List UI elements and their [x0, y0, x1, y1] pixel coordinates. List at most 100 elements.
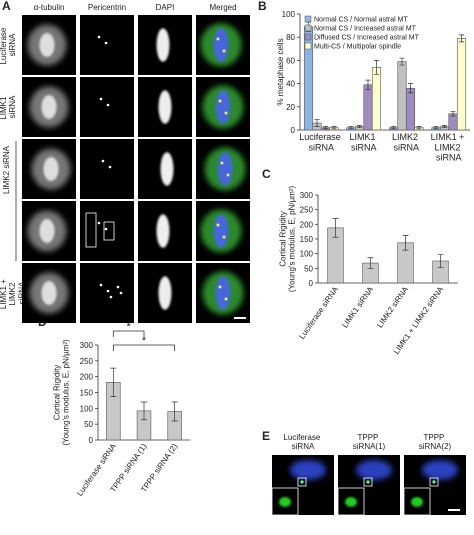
- centrosome: [224, 297, 228, 301]
- dna-blue: [215, 276, 231, 310]
- error-bar: [110, 367, 117, 397]
- panel-label: E: [262, 429, 270, 443]
- micrograph: [138, 77, 192, 137]
- error-bar: [437, 254, 444, 268]
- y-tick-label: 300: [80, 341, 94, 350]
- nucleus: [356, 460, 392, 480]
- error-bar: [399, 57, 405, 66]
- centrosome: [119, 291, 123, 295]
- dna-blue: [217, 152, 233, 186]
- inset-signal: [411, 497, 423, 507]
- bar: [363, 84, 373, 131]
- image-background: [80, 15, 134, 75]
- centrosome: [218, 99, 222, 103]
- spindle: [41, 281, 57, 305]
- y-tick-label: 100: [300, 250, 314, 259]
- error-bar: [367, 257, 374, 269]
- centrosome: [99, 283, 103, 287]
- error-bar: [171, 401, 178, 422]
- micrograph: [22, 263, 76, 323]
- inset-box: [297, 477, 307, 487]
- significance-label: *: [142, 335, 147, 347]
- centrosome: [97, 221, 101, 225]
- error-bar: [441, 125, 448, 129]
- legend-label: Multi-CS / Multipolar spindle: [314, 44, 401, 51]
- micrograph: [22, 15, 76, 75]
- error-bar: [433, 126, 439, 130]
- inset-signal: [345, 497, 357, 507]
- y-axis-label: (Young's modulus, E, pN/µm²): [288, 186, 297, 293]
- spindle: [43, 157, 59, 181]
- micrograph: [403, 455, 466, 516]
- y-tick-label: 100: [282, 10, 296, 19]
- y-tick-label: 200: [300, 220, 314, 229]
- error-bar: [458, 34, 465, 43]
- micrograph: [138, 263, 192, 323]
- image-background: [80, 201, 134, 261]
- error-bar: [402, 235, 409, 251]
- centrosome: [218, 285, 222, 289]
- micrograph: [138, 139, 192, 199]
- y-axis-label: Cortical Rigidity: [53, 365, 62, 421]
- legend-swatch: [304, 33, 312, 41]
- legend-swatch: [304, 42, 312, 50]
- micrograph: [337, 455, 400, 516]
- centrosome: [222, 235, 226, 239]
- chromosomes: [156, 214, 170, 248]
- spindle: [39, 33, 55, 57]
- x-tick-label: LIMK1 + LIMK2 siRNA: [431, 132, 467, 163]
- y-axis-label: (Young's modulus, E, pN/µm²): [62, 339, 71, 446]
- panel-label: C: [262, 167, 271, 181]
- legend-swatch: [304, 24, 312, 32]
- bar: [405, 87, 416, 131]
- image-background: [80, 77, 134, 137]
- chromosomes: [156, 28, 170, 62]
- micrograph: [138, 15, 192, 75]
- centrosome: [432, 480, 436, 484]
- spindle: [39, 219, 55, 243]
- error-bar: [356, 125, 363, 129]
- y-axis-label: Cortical Rigidity: [279, 211, 288, 267]
- error-bar: [314, 119, 320, 127]
- centrosome: [109, 295, 113, 299]
- x-tick-label: Luciferase siRNA: [299, 132, 343, 152]
- nucleus: [290, 460, 326, 480]
- legend-label: Normal CS / Normal astral MT: [314, 17, 408, 24]
- micrograph: [22, 201, 76, 261]
- x-tick-label: LIMK2 siRNA: [392, 132, 421, 152]
- micrograph: [80, 139, 134, 199]
- micrograph: [196, 139, 250, 199]
- bar: [371, 67, 382, 131]
- error-bar: [365, 79, 371, 90]
- legend-label: Diffused CS / Increased astral MT: [314, 35, 420, 42]
- centrosome: [104, 227, 108, 231]
- error-bar: [373, 60, 380, 75]
- bar: [397, 61, 407, 131]
- inset-box: [363, 477, 373, 487]
- centrosome: [116, 285, 120, 289]
- centrosome: [216, 223, 220, 227]
- image-label: Luciferase siRNA: [283, 433, 322, 451]
- significance-bracket: [112, 344, 176, 351]
- column-header: Pericentrin: [88, 3, 126, 12]
- image-background: [80, 139, 134, 199]
- significance-bracket: [112, 330, 145, 337]
- spindle: [41, 95, 57, 119]
- centrosome: [99, 97, 103, 101]
- y-tick-label: 0: [309, 279, 314, 288]
- panel-label: B: [258, 0, 267, 13]
- micrograph: [80, 77, 134, 137]
- micrograph: [196, 77, 250, 137]
- image-background: [80, 263, 134, 323]
- y-tick-label: 250: [80, 357, 94, 366]
- centrosome: [226, 173, 230, 177]
- centrosome: [108, 165, 112, 169]
- column-header: Merged: [209, 3, 236, 12]
- dna-blue: [215, 90, 231, 124]
- x-tick-label: LIMK1 siRNA: [340, 284, 375, 329]
- significance-label: *: [127, 321, 132, 333]
- centrosome: [106, 103, 110, 107]
- y-tick-label: 100: [80, 404, 94, 413]
- y-tick-label: 150: [80, 389, 94, 398]
